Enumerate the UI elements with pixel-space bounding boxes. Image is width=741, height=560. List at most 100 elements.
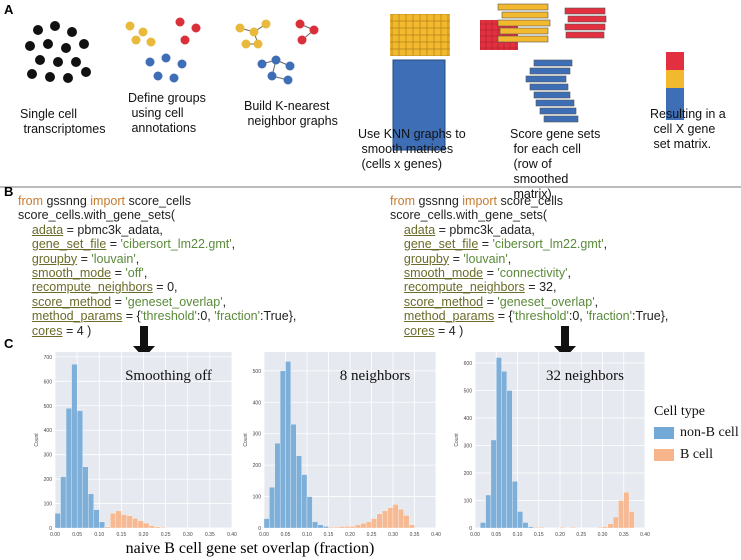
x-tick-label: 0.00 bbox=[259, 532, 269, 538]
histogram-bar bbox=[137, 520, 144, 529]
histogram-bar bbox=[279, 370, 286, 529]
histogram-bar bbox=[328, 526, 335, 529]
x-tick-label: 0.30 bbox=[388, 532, 398, 538]
step-caption: Score gene sets for each cell (row of sm… bbox=[510, 127, 600, 201]
histogram-bar bbox=[88, 493, 94, 529]
histogram-bar bbox=[392, 504, 399, 529]
histogram-bar bbox=[322, 526, 329, 529]
histogram-bar bbox=[570, 527, 577, 529]
histogram-bar bbox=[527, 526, 534, 529]
y-tick-label: 700 bbox=[44, 355, 53, 361]
code-line: adata = pbmc3k_adata, bbox=[403, 222, 535, 237]
x-tick-label: 0.10 bbox=[94, 532, 104, 538]
code-line: gene_set_file = 'cibersort_lm22.gmt', bbox=[403, 237, 608, 252]
x-tick-label: 0.25 bbox=[576, 532, 586, 538]
code-line: recompute_neighbors = 32, bbox=[403, 280, 557, 295]
y-tick-label: 200 bbox=[464, 471, 473, 477]
histogram-bar bbox=[522, 522, 529, 529]
histogram-bar bbox=[115, 510, 122, 529]
histogram-bar bbox=[269, 486, 275, 529]
step-caption: Define groups using cell annotations bbox=[128, 91, 206, 135]
histogram-bar bbox=[99, 521, 105, 529]
histogram-bar bbox=[559, 527, 566, 529]
histogram-bar bbox=[501, 371, 508, 529]
histogram-bar bbox=[628, 511, 635, 529]
dots-cells bbox=[25, 21, 91, 83]
histogram-bar bbox=[339, 526, 345, 529]
histogram-bar bbox=[538, 527, 545, 529]
histogram-bar bbox=[93, 509, 100, 529]
histogram-bar bbox=[355, 524, 361, 529]
x-tick-label: 0.10 bbox=[513, 532, 523, 538]
y-tick-label: 400 bbox=[464, 416, 473, 422]
histogram-bar bbox=[496, 357, 502, 529]
histogram-bar bbox=[306, 496, 313, 529]
x-tick-label: 0.40 bbox=[640, 532, 650, 538]
x-tick-label: 0.05 bbox=[72, 532, 82, 538]
y-tick-label: 300 bbox=[44, 453, 53, 459]
code-line: method_params = {'threshold':0, 'fractio… bbox=[31, 309, 297, 324]
code-line: gene_set_file = 'cibersort_lm22.gmt', bbox=[31, 237, 236, 252]
y-tick-label: 300 bbox=[464, 444, 473, 450]
code-line: score_method = 'geneset_overlap', bbox=[31, 294, 227, 309]
y-tick-label: 0 bbox=[469, 526, 472, 532]
histogram-bar bbox=[143, 522, 150, 529]
y-axis-label: Count bbox=[243, 433, 249, 447]
x-tick-label: 0.20 bbox=[555, 532, 565, 538]
panel-label: C bbox=[4, 336, 14, 351]
code-line: smooth_mode = 'connectivity', bbox=[403, 265, 571, 280]
legend-swatch bbox=[654, 427, 674, 439]
histogram-bar bbox=[65, 408, 72, 529]
dots-groups bbox=[125, 17, 201, 83]
histogram-bar bbox=[480, 522, 486, 529]
x-tick-label: 0.05 bbox=[281, 532, 291, 538]
histogram-bar bbox=[274, 442, 281, 529]
histogram-bar bbox=[82, 466, 89, 529]
legend-label: B cell bbox=[680, 447, 713, 462]
histogram-bar bbox=[317, 524, 324, 529]
histogram-bar bbox=[301, 474, 308, 529]
histogram-bar bbox=[154, 526, 161, 529]
histogram-bar bbox=[60, 476, 67, 529]
y-tick-label: 600 bbox=[44, 379, 53, 385]
score-bars bbox=[497, 3, 607, 123]
histogram-bar bbox=[132, 518, 139, 529]
code-line: smooth_mode = 'off', bbox=[31, 265, 148, 280]
code-line: from gssnng import score_cells bbox=[390, 194, 563, 208]
histogram-bar bbox=[408, 524, 415, 529]
x-tick-label: 0.35 bbox=[410, 532, 420, 538]
y-tick-label: 600 bbox=[464, 361, 473, 367]
annotation: 32 neighbors bbox=[546, 368, 624, 384]
x-tick-label: 0.15 bbox=[324, 532, 334, 538]
y-tick-label: 100 bbox=[253, 495, 262, 501]
code-line: score_cells.with_gene_sets( bbox=[18, 208, 176, 223]
code-block: from gssnng import score_cells score_cell… bbox=[18, 194, 296, 338]
y-tick-label: 0 bbox=[258, 526, 261, 532]
code-line: from gssnng import score_cells bbox=[18, 194, 191, 208]
histogram-bar bbox=[376, 513, 383, 529]
histogram-bar bbox=[76, 410, 83, 529]
x-tick-label: 0.35 bbox=[619, 532, 629, 538]
histogram-bar bbox=[517, 511, 523, 529]
legend-title: Cell type bbox=[654, 404, 705, 419]
x-tick-label: 0.35 bbox=[205, 532, 215, 538]
x-tick-label: 0.30 bbox=[598, 532, 608, 538]
arrow bbox=[133, 326, 155, 358]
histogram-bar bbox=[290, 424, 297, 529]
histogram-bar bbox=[607, 523, 614, 529]
x-tick-label: 0.30 bbox=[183, 532, 193, 538]
y-tick-label: 200 bbox=[253, 463, 262, 469]
histogram-bar bbox=[159, 527, 166, 529]
histogram-bar bbox=[121, 514, 128, 529]
y-tick-label: 500 bbox=[44, 404, 53, 410]
arrow bbox=[554, 326, 576, 358]
histogram-bar bbox=[263, 518, 270, 529]
histogram-bar bbox=[104, 526, 111, 529]
panel-label: A bbox=[4, 2, 14, 17]
histogram-bar bbox=[148, 525, 155, 529]
matrix-yellow bbox=[390, 14, 450, 56]
panel-label: B bbox=[4, 184, 13, 199]
histogram-bar bbox=[285, 361, 292, 529]
code-line: cores = 4 ) bbox=[31, 323, 92, 338]
y-tick-label: 0 bbox=[49, 526, 52, 532]
